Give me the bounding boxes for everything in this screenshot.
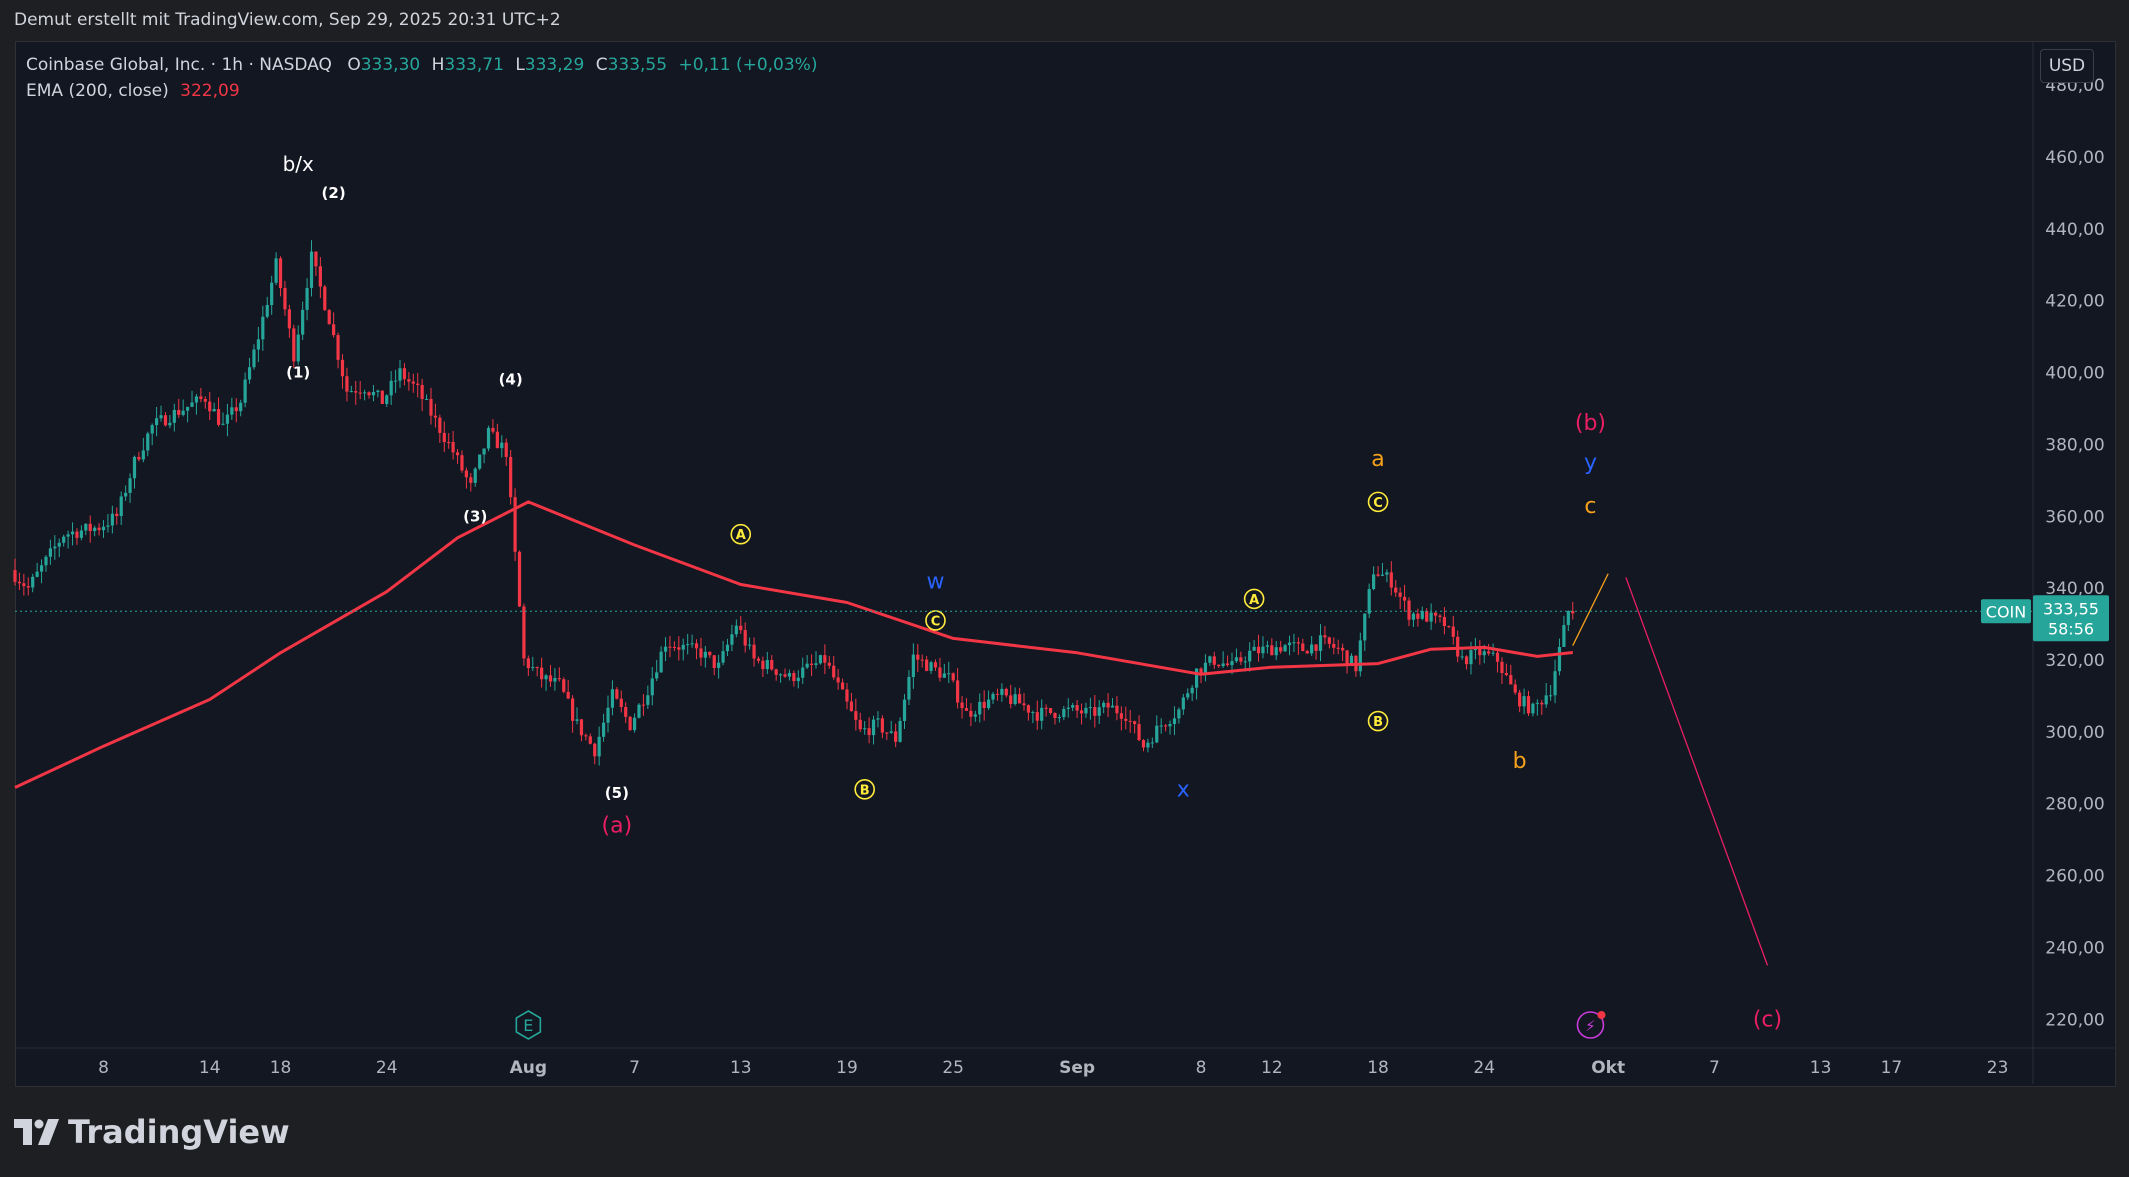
currency-button[interactable]: USD [2040, 49, 2094, 83]
ohlc-line: Coinbase Global, Inc. · 1h · NASDAQ O333… [26, 52, 817, 78]
high-value: 333,71 [444, 55, 504, 75]
low-value: 333,29 [524, 55, 585, 75]
close-value: 333,55 [607, 55, 668, 75]
close-label: C [595, 55, 608, 75]
ema-label: EMA (200, close) [26, 81, 169, 101]
chart-credit: Demut erstellt mit TradingView.com, Sep … [14, 10, 561, 30]
symbol-info: Coinbase Global, Inc. · 1h · NASDAQ [26, 55, 332, 75]
chart-panel[interactable] [15, 41, 2116, 1087]
chart-legend: Coinbase Global, Inc. · 1h · NASDAQ O333… [26, 52, 817, 104]
low-label: L [515, 55, 525, 75]
open-label: O [347, 55, 361, 75]
ema-line-legend[interactable]: EMA (200, close) 322,09 [26, 78, 817, 104]
tradingview-logo[interactable]: TradingView [14, 1113, 290, 1151]
ema-value: 322,09 [180, 81, 240, 101]
change-value: +0,11 (+0,03%) [678, 55, 818, 75]
high-label: H [431, 55, 445, 75]
open-value: 333,30 [360, 55, 421, 75]
brand-name: TradingView [68, 1113, 290, 1151]
tradingview-logo-icon [14, 1119, 59, 1145]
